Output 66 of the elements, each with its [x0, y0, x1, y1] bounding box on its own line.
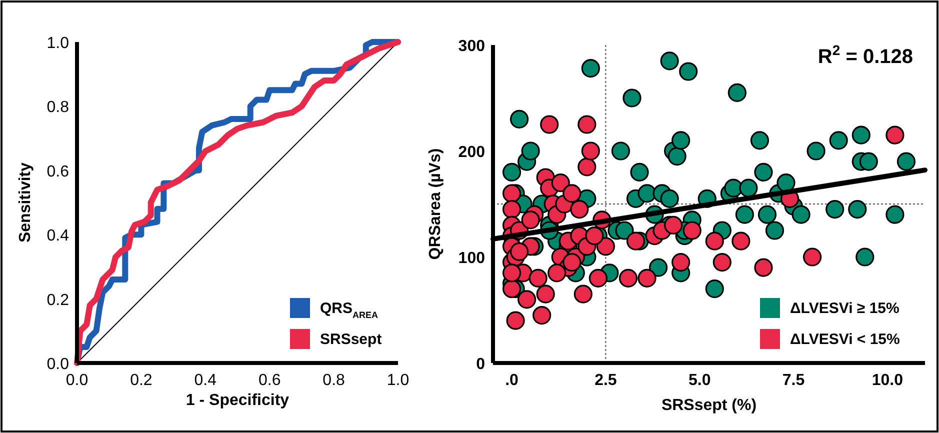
- point: [581, 142, 600, 160]
- point: [803, 248, 822, 266]
- x-tick-label: .0: [505, 372, 519, 389]
- point: [510, 242, 529, 261]
- x-tick-label: 0.4: [194, 372, 217, 389]
- point: [548, 264, 566, 282]
- y-tick-label: 0.8: [46, 99, 70, 116]
- x-tick-label: 1.0: [386, 372, 410, 389]
- y-tick-label: 0.4: [46, 228, 70, 245]
- y-tick-label: 1.0: [46, 35, 70, 52]
- x-tick-label: 0.0: [66, 372, 88, 389]
- point: [562, 253, 582, 272]
- point: [754, 258, 773, 277]
- point: [574, 284, 592, 304]
- point: [532, 306, 552, 325]
- point: [506, 311, 525, 330]
- x-tick-label: 2.5: [594, 372, 617, 389]
- x-tick-label: 0.8: [322, 372, 346, 389]
- point: [540, 115, 559, 134]
- point: [502, 184, 522, 203]
- x-tick-label: 7.5: [782, 372, 805, 389]
- y-tick-label: 100: [458, 250, 486, 267]
- point: [585, 226, 604, 246]
- point: [578, 158, 596, 176]
- y-tick-label: 0: [476, 356, 486, 373]
- y-tick-label: 300: [458, 38, 486, 55]
- point: [618, 268, 638, 288]
- y-tick-label: 0.2: [46, 292, 70, 309]
- point: [638, 268, 656, 288]
- x-tick-label: 0.6: [258, 372, 281, 389]
- point: [886, 126, 904, 144]
- legend-label: SRSsept: [320, 331, 382, 348]
- point: [502, 200, 522, 219]
- legend-label: ΔLVESVi < 15%: [790, 331, 900, 348]
- x-tick-label: 5.0: [688, 372, 711, 389]
- point: [705, 232, 724, 250]
- point: [596, 237, 615, 256]
- point: [626, 232, 646, 250]
- point: [536, 284, 555, 304]
- point: [588, 268, 608, 288]
- point: [528, 268, 548, 288]
- y-axis-title: Sensitivity: [17, 162, 34, 243]
- point: [521, 210, 540, 230]
- annotation: R$^{2}$ = 0.128: [818, 42, 913, 68]
- point: [682, 221, 702, 240]
- point: [570, 200, 589, 219]
- y-tick-label: 0.6: [46, 163, 70, 180]
- y-tick-label: 0.0: [46, 356, 70, 373]
- point: [732, 232, 750, 250]
- x-tick-label: 0.2: [130, 372, 152, 389]
- legend-label: QRS$_{AREA}$: [320, 300, 379, 320]
- point: [502, 280, 522, 298]
- x-axis-title: SRSsept (%): [661, 397, 757, 414]
- legend-label: ΔLVESVi ≥ 15%: [790, 300, 900, 317]
- x-axis-title: 1 - Specificity: [186, 392, 290, 409]
- x-tick-label: 10.0: [872, 372, 904, 389]
- point: [551, 174, 570, 192]
- point: [672, 253, 690, 272]
- y-axis-title: QRSarea (µVs): [427, 148, 444, 260]
- y-tick-label: 200: [458, 144, 486, 161]
- point: [518, 290, 536, 309]
- point: [578, 115, 596, 134]
- point: [712, 253, 732, 272]
- point: [664, 216, 683, 234]
- point: [502, 264, 522, 282]
- point: [562, 184, 582, 203]
